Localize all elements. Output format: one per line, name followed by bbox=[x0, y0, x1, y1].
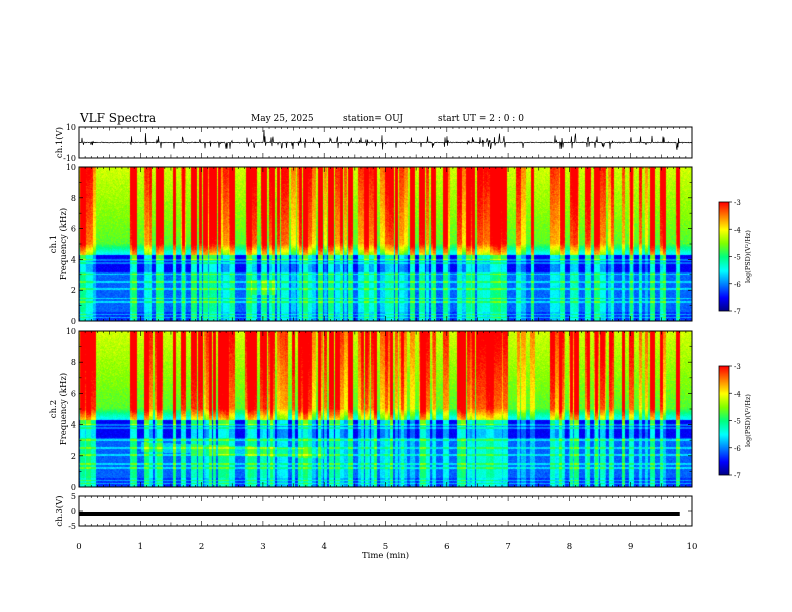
plot-title: VLF Spectra bbox=[80, 111, 157, 125]
axis-labels: 10-10ch.1(V)-3-4-5-6-7log(PSD)(V²/Hz)024… bbox=[49, 123, 752, 561]
ch1-waveform-trace bbox=[78, 129, 693, 150]
colorbar-tick-label: -6 bbox=[734, 281, 741, 289]
y-tick-label: 10 bbox=[66, 163, 76, 172]
y-tick-label: -5 bbox=[68, 522, 76, 531]
start-time-label: start UT = 2 : 0 : 0 bbox=[438, 114, 524, 124]
ch2-spectrogram-colorbar bbox=[719, 366, 729, 475]
x-tick-label: 3 bbox=[260, 542, 265, 552]
y-axis-label: ch.2 bbox=[49, 400, 59, 418]
y-tick-label: 4 bbox=[71, 255, 76, 264]
ch1-spectrogram-image bbox=[79, 167, 692, 321]
ch2-spectrogram-image bbox=[79, 331, 692, 487]
colorbar-label: log(PSD)(V²/Hz) bbox=[744, 230, 752, 283]
colorbar-label: log(PSD)(V²/Hz) bbox=[744, 394, 752, 447]
colorbar-tick-label: -5 bbox=[734, 254, 741, 262]
x-tick-label: 7 bbox=[505, 542, 510, 552]
y-tick-label: 4 bbox=[71, 421, 76, 430]
x-tick-label: 9 bbox=[628, 542, 633, 552]
y-tick-label: 6 bbox=[71, 225, 76, 234]
y-axis-label: ch.3(V) bbox=[54, 495, 65, 526]
y-tick-label: 6 bbox=[71, 389, 76, 398]
colorbar-tick-label: -5 bbox=[734, 418, 741, 426]
ch1-spectrogram-colorbar bbox=[719, 202, 729, 311]
station-label: station= OUJ bbox=[343, 114, 404, 124]
x-tick-label: 8 bbox=[567, 542, 572, 552]
colorbar-tick-label: -7 bbox=[734, 308, 741, 316]
x-tick-label: 10 bbox=[687, 542, 698, 552]
x-tick-label: 2 bbox=[199, 542, 204, 552]
x-tick-label: 1 bbox=[138, 542, 143, 552]
x-tick-label: 0 bbox=[76, 542, 81, 552]
waveform-traces bbox=[78, 129, 693, 516]
y-tick-label: -10 bbox=[63, 154, 76, 163]
colorbar-tick-label: -3 bbox=[734, 363, 741, 371]
spectrogram-images bbox=[79, 167, 729, 487]
colorbar-tick-label: -7 bbox=[734, 472, 741, 480]
colorbar-tick-label: -4 bbox=[734, 226, 741, 234]
date-label: May 25, 2025 bbox=[251, 114, 314, 124]
y-axis-label: ch.1 bbox=[49, 235, 59, 253]
colorbar-tick-label: -4 bbox=[734, 390, 741, 398]
y-tick-label: 8 bbox=[71, 194, 76, 203]
y-tick-label: 5 bbox=[71, 492, 76, 501]
x-tick-label: 5 bbox=[383, 542, 388, 552]
y-axis-label: ch.1(V) bbox=[54, 127, 65, 158]
colorbar-tick-label: -6 bbox=[734, 445, 741, 453]
x-axis-label: Time (min) bbox=[362, 550, 409, 561]
y-tick-label: 2 bbox=[71, 286, 76, 295]
y-tick-label: 10 bbox=[66, 123, 76, 132]
y-tick-label: 0 bbox=[71, 317, 76, 326]
colorbar-tick-label: -3 bbox=[734, 199, 741, 207]
x-tick-label: 4 bbox=[321, 542, 326, 552]
y-tick-label: 2 bbox=[71, 452, 76, 461]
panel-frames bbox=[78, 126, 732, 527]
y-axis-label: Frequency (kHz) bbox=[58, 208, 69, 280]
y-tick-label: 0 bbox=[71, 483, 76, 492]
x-tick-label: 6 bbox=[444, 542, 449, 552]
y-tick-label: 10 bbox=[66, 327, 76, 336]
y-tick-label: 0 bbox=[71, 507, 76, 516]
y-tick-label: 8 bbox=[71, 358, 76, 367]
y-axis-label: Frequency (kHz) bbox=[58, 373, 69, 445]
